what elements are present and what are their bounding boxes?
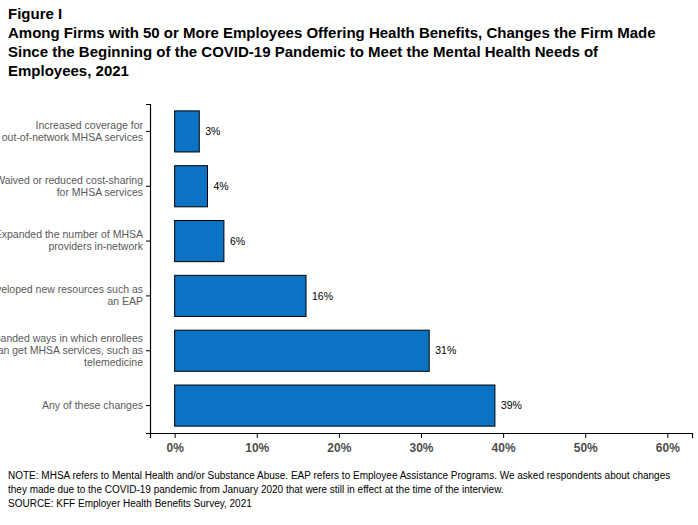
bars [175,111,495,426]
y-tick-label-line: Expanded the number of MHSA [0,228,143,240]
x-axis: 0% 10% 20% 30% 40% 50% 60% [151,433,693,455]
subtitle: Among Firms with 50 or More Employees Of… [8,24,656,79]
data-label: 16% [312,290,333,302]
y-tick-label-line: Expanded ways in which enrollees [0,332,143,344]
y-tick: Developed new resources such asan EAP [0,283,150,307]
bar [175,111,200,152]
data-labels: 3% 4% 6% 16% 31% 39% [205,125,522,411]
y-tick: Any of these changes [42,399,150,411]
x-tick-label: 50% [574,441,598,455]
data-label: 31% [435,344,456,356]
x-tick: 60% [656,433,680,455]
x-tick-label: 20% [327,441,351,455]
x-tick: 20% [327,433,351,455]
y-tick-mark [146,186,150,187]
bar [175,385,495,426]
y-tick: Expanded ways in which enrolleescan get … [0,332,150,368]
y-tick-label: Any of these changes [42,399,143,411]
data-label: 4% [213,180,228,192]
y-tick-mark [146,241,150,242]
x-tick-label: 10% [245,441,269,455]
bar [175,330,430,371]
annotation: NOTE: MHSA refers to Mental Health and/o… [8,470,670,495]
subtitle-line: Since the Beginning of the COVID-19 Pand… [8,43,599,60]
y-tick: Expanded the number of MHSAproviders in-… [0,228,150,252]
x-tick-mark [175,433,176,438]
y-tick-mark [146,295,150,296]
x-tick-mark [421,433,422,438]
annotation-line: NOTE: MHSA refers to Mental Health and/o… [8,470,670,481]
y-tick-label: Increased coverage forout-of-network MHS… [2,119,144,143]
bar [175,166,208,207]
y-tick-mark [146,405,150,406]
y-tick-label-line: for MHSA services [57,186,143,198]
x-tick-mark [257,433,258,438]
y-tick-mark [146,131,150,132]
y-tick-label-line: out-of-network MHSA services [2,131,143,143]
x-axis-line [151,434,693,439]
x-tick-label: 0% [166,441,184,455]
y-tick-label: Expanded ways in which enrolleescan get … [0,332,143,368]
x-tick-label: 40% [492,441,516,455]
y-tick-label: Developed new resources such asan EAP [0,283,143,307]
x-tick-mark [667,433,668,438]
y-axis: Increased coverage forout-of-network MHS… [0,105,151,434]
data-label: 39% [501,399,522,411]
data-label: 6% [230,235,245,247]
x-tick: 0% [166,433,184,455]
y-tick-label-line: Waived or reduced cost-sharing [0,174,143,186]
y-tick-label-line: can get MHSA services, such as [0,344,143,356]
y-tick: Waived or reduced cost-sharingfor MHSA s… [0,174,150,198]
x-tick-mark [585,433,586,438]
y-axis-line [146,105,151,434]
y-tick-label-line: telemedicine [84,356,143,368]
y-tick-label: Expanded the number of MHSAproviders in-… [0,228,144,252]
title: Figure I [8,5,62,22]
subtitle-line: Employees, 2021 [8,62,129,79]
y-tick-mark [146,350,150,351]
chart: Figure I Among Firms with 50 or More Empl… [0,0,698,525]
data-label: 3% [205,125,220,137]
y-tick-label: Waived or reduced cost-sharingfor MHSA s… [0,174,143,198]
x-tick-label: 30% [409,441,433,455]
annotation-line: they made due to the COVID-19 pandemic f… [8,484,504,495]
subtitle-line: Among Firms with 50 or More Employees Of… [8,24,656,41]
y-tick-label-line: providers in-network [48,240,143,252]
y-tick-label-line: Any of these changes [42,399,143,411]
annotation: SOURCE: KFF Employer Health Benefits Sur… [8,498,252,509]
y-tick: Increased coverage forout-of-network MHS… [2,119,150,143]
x-tick: 10% [245,433,269,455]
bar [175,275,306,316]
x-tick-mark [503,433,504,438]
x-tick: 50% [574,433,598,455]
annotation-line: SOURCE: KFF Employer Health Benefits Sur… [8,498,252,509]
x-tick-label: 60% [656,441,680,455]
y-tick-label-line: Developed new resources such as [0,283,143,295]
x-tick: 40% [492,433,516,455]
x-tick-mark [339,433,340,438]
bar [175,221,224,262]
y-tick-label-line: Increased coverage for [36,119,144,131]
x-tick: 30% [409,433,433,455]
y-tick-label-line: an EAP [107,295,143,307]
